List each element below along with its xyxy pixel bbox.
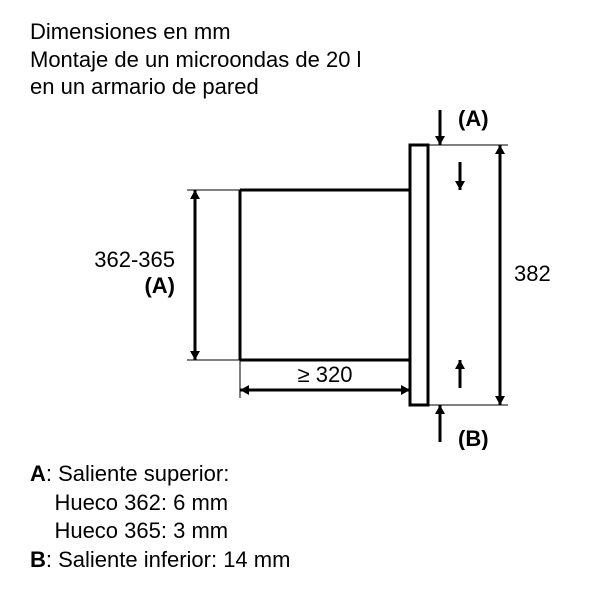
svg-text:(B): (B) (458, 426, 489, 450)
legend-A-line2: Hueco 365: 3 mm (54, 518, 228, 543)
legend-A: A: Saliente superior: Hueco 362: 6 mm Hu… (30, 460, 290, 546)
header-text: Dimensiones en mm Montaje de un microond… (30, 18, 361, 101)
legend-B: B: Saliente inferior: 14 mm (30, 546, 290, 575)
legend-A-title: : Saliente superior: (46, 461, 229, 486)
header-line1: Dimensiones en mm (30, 19, 231, 44)
legend-B-label: B (30, 547, 46, 572)
svg-text:(A): (A) (458, 110, 489, 131)
legend: A: Saliente superior: Hueco 362: 6 mm Hu… (30, 460, 290, 574)
svg-text:≥ 320: ≥ 320 (298, 362, 353, 387)
legend-A-line1: Hueco 362: 6 mm (54, 490, 228, 515)
header-line2: Montaje de un microondas de 20 l (30, 47, 361, 72)
header-line3: en un armario de pared (30, 74, 259, 99)
legend-A-label: A (30, 461, 46, 486)
svg-text:(A): (A) (144, 273, 175, 298)
technical-drawing: 362-365(A)382≥ 320(A)(B) (30, 110, 570, 450)
svg-text:382: 382 (514, 261, 551, 286)
legend-B-title: : Saliente inferior: 14 mm (46, 547, 291, 572)
svg-text:362-365: 362-365 (94, 247, 175, 272)
